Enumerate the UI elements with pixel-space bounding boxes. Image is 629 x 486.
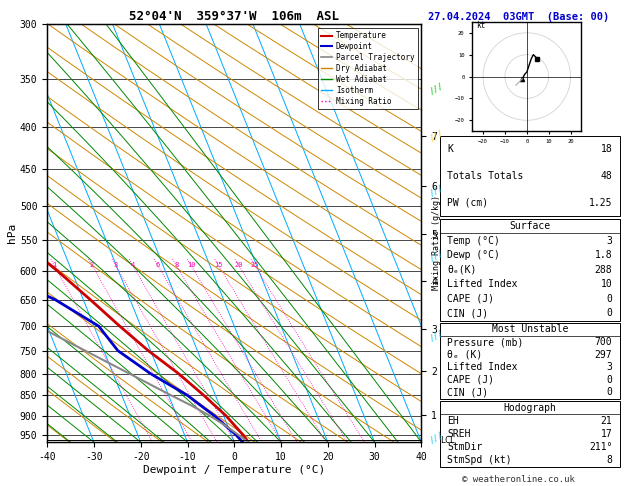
Text: 2: 2	[90, 262, 94, 268]
Text: Dewp (°C): Dewp (°C)	[447, 250, 500, 260]
Text: 700: 700	[595, 337, 613, 347]
Text: CIN (J): CIN (J)	[447, 309, 489, 318]
Legend: Temperature, Dewpoint, Parcel Trajectory, Dry Adiabat, Wet Adiabat, Isotherm, Mi: Temperature, Dewpoint, Parcel Trajectory…	[318, 28, 418, 109]
Text: ///: ///	[428, 183, 450, 208]
Text: 0: 0	[606, 294, 613, 304]
Text: 288: 288	[595, 265, 613, 275]
Text: 10: 10	[187, 262, 195, 268]
Text: 6: 6	[155, 262, 160, 268]
Text: K: K	[447, 144, 454, 155]
Text: 8: 8	[174, 262, 179, 268]
Text: SREH: SREH	[447, 429, 471, 439]
Text: 1: 1	[52, 262, 57, 268]
X-axis label: Dewpoint / Temperature (°C): Dewpoint / Temperature (°C)	[143, 465, 325, 475]
Text: 3: 3	[606, 236, 613, 245]
Text: 15: 15	[214, 262, 223, 268]
Title: 52°04'N  359°37'W  106m  ASL: 52°04'N 359°37'W 106m ASL	[130, 10, 339, 23]
Text: 20: 20	[235, 262, 243, 268]
Text: EH: EH	[447, 416, 459, 426]
Text: 17: 17	[601, 429, 613, 439]
Text: Pressure (mb): Pressure (mb)	[447, 337, 524, 347]
Text: Hodograph: Hodograph	[503, 402, 557, 413]
Text: Totals Totals: Totals Totals	[447, 171, 524, 181]
Text: © weatheronline.co.uk: © weatheronline.co.uk	[462, 474, 576, 484]
Text: 48: 48	[601, 171, 613, 181]
Text: PW (cm): PW (cm)	[447, 198, 489, 208]
Text: 1.25: 1.25	[589, 198, 613, 208]
Text: kt: kt	[477, 21, 486, 31]
Text: StmSpd (kt): StmSpd (kt)	[447, 455, 512, 465]
Text: Surface: Surface	[509, 221, 550, 231]
Text: Temp (°C): Temp (°C)	[447, 236, 500, 245]
Text: ///: ///	[428, 128, 450, 153]
Text: 1.8: 1.8	[595, 250, 613, 260]
Text: 8: 8	[606, 455, 613, 465]
Text: 21: 21	[601, 416, 613, 426]
Text: CIN (J): CIN (J)	[447, 387, 489, 397]
Text: Most Unstable: Most Unstable	[492, 325, 568, 334]
Text: 0: 0	[606, 309, 613, 318]
Text: ///: ///	[428, 248, 450, 273]
Text: 3: 3	[606, 362, 613, 372]
Text: CAPE (J): CAPE (J)	[447, 375, 494, 385]
Text: 0: 0	[606, 387, 613, 397]
Text: 10: 10	[601, 279, 613, 289]
Text: 4: 4	[130, 262, 135, 268]
Text: θₑ(K): θₑ(K)	[447, 265, 477, 275]
Text: 297: 297	[595, 349, 613, 360]
Text: 27.04.2024  03GMT  (Base: 00): 27.04.2024 03GMT (Base: 00)	[428, 12, 610, 22]
Text: Lifted Index: Lifted Index	[447, 362, 518, 372]
Text: 211°: 211°	[589, 442, 613, 452]
Text: ///: ///	[428, 81, 450, 105]
Text: 25: 25	[250, 262, 259, 268]
Text: Lifted Index: Lifted Index	[447, 279, 518, 289]
Text: 0: 0	[606, 375, 613, 385]
Text: StmDir: StmDir	[447, 442, 482, 452]
Text: 3: 3	[113, 262, 118, 268]
Text: CAPE (J): CAPE (J)	[447, 294, 494, 304]
Text: LCL: LCL	[440, 436, 455, 445]
Text: Mixing Ratio (g/kg): Mixing Ratio (g/kg)	[432, 195, 441, 291]
Text: 18: 18	[601, 144, 613, 155]
Text: ///: ///	[428, 328, 450, 352]
Y-axis label: hPa: hPa	[7, 223, 17, 243]
Text: ///: ///	[428, 430, 450, 454]
Text: θₑ (K): θₑ (K)	[447, 349, 482, 360]
